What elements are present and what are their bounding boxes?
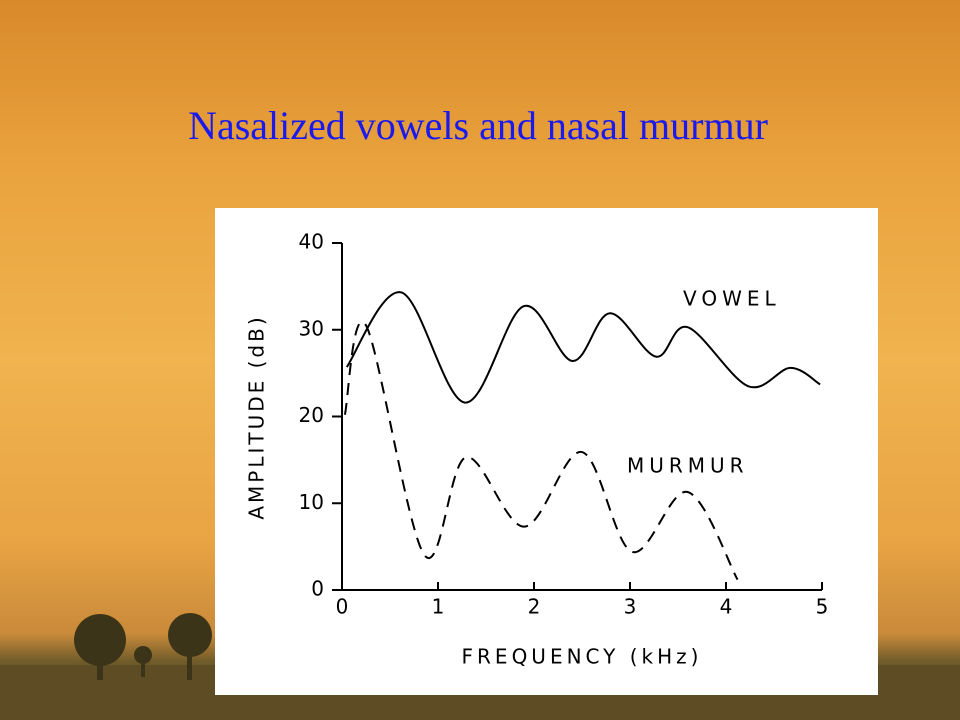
y-tick-label: 20 xyxy=(299,403,324,427)
x-tick-label: 3 xyxy=(624,595,637,619)
y-tick-label: 40 xyxy=(299,230,324,254)
x-axis-label: FREQUENCY (kHz) xyxy=(462,645,703,669)
chart-title: Nasalized vowels and nasal murmur xyxy=(188,103,768,148)
y-tick-label: 30 xyxy=(299,316,324,340)
series-label: MURMUR xyxy=(627,454,749,478)
x-tick-label: 5 xyxy=(816,595,829,619)
series-line xyxy=(343,320,739,581)
x-tick-label: 4 xyxy=(720,595,733,619)
x-tick-label: 2 xyxy=(528,595,541,619)
x-tick-label: 0 xyxy=(336,595,349,619)
y-tick-label: 0 xyxy=(311,577,324,601)
y-tick-label: 10 xyxy=(299,490,324,514)
series-label: VOWEL xyxy=(683,287,781,311)
chart-panel xyxy=(215,208,878,695)
y-axis-label: AMPLITUDE (dB) xyxy=(245,314,269,519)
x-tick-label: 1 xyxy=(432,595,445,619)
series-line xyxy=(345,291,821,404)
